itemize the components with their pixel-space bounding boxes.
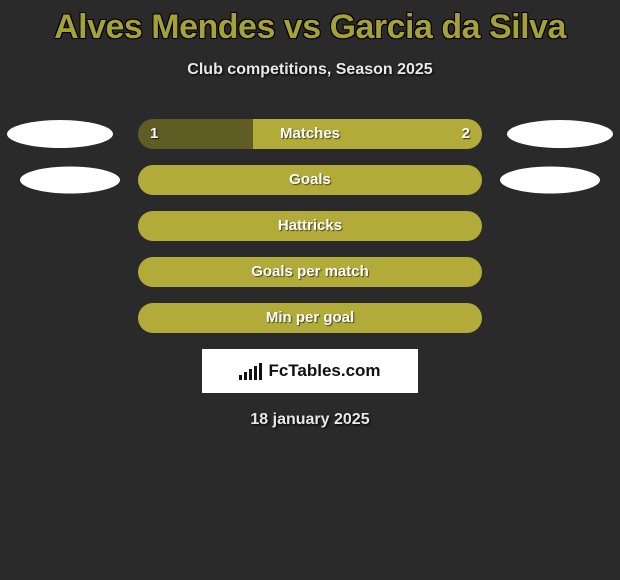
subtitle: Club competitions, Season 2025 xyxy=(0,61,620,79)
stat-bar xyxy=(138,211,482,241)
logo-text: FcTables.com xyxy=(268,361,380,381)
player-badge-right xyxy=(500,167,600,194)
stat-bar-right-segment xyxy=(138,303,482,333)
comparison-row: Min per goal xyxy=(0,303,620,333)
comparison-rows: Matches12 Goals Hattricks Goals per match Mi… xyxy=(0,119,620,333)
logo-box: FcTables.com xyxy=(202,349,418,393)
page-title: Alves Mendes vs Garcia da Silva xyxy=(0,0,620,47)
comparison-row: Matches12 xyxy=(0,119,620,149)
comparison-row: Goals xyxy=(0,165,620,195)
stat-bar-right-segment xyxy=(253,119,482,149)
stat-bar xyxy=(138,257,482,287)
comparison-row: Goals per match xyxy=(0,257,620,287)
stat-bar xyxy=(138,165,482,195)
player-badge-left xyxy=(7,120,113,148)
logo: FcTables.com xyxy=(239,361,380,381)
stat-bar-left-segment xyxy=(138,119,253,149)
player-badge-left xyxy=(20,167,120,194)
stat-bar xyxy=(138,303,482,333)
stat-bar-right-segment xyxy=(138,165,482,195)
stat-bar-right-segment xyxy=(138,257,482,287)
stat-bar-right-segment xyxy=(138,211,482,241)
player-badge-right xyxy=(507,120,613,148)
bar-chart-icon xyxy=(239,362,262,380)
date: 18 january 2025 xyxy=(0,411,620,429)
stat-bar xyxy=(138,119,482,149)
comparison-row: Hattricks xyxy=(0,211,620,241)
